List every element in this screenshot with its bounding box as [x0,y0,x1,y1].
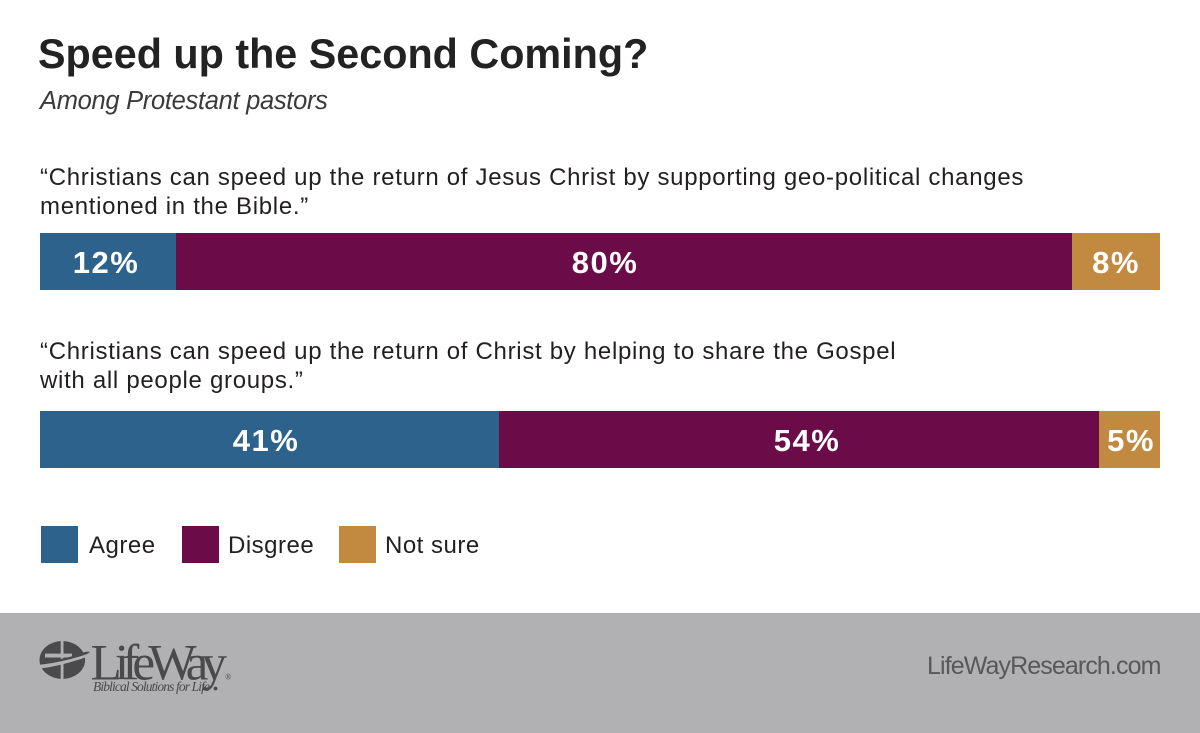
svg-text:LifeWay: LifeWay [91,636,228,692]
svg-text:Biblical Solutions for Life: Biblical Solutions for Life [93,679,210,694]
svg-text:®: ® [225,672,232,682]
